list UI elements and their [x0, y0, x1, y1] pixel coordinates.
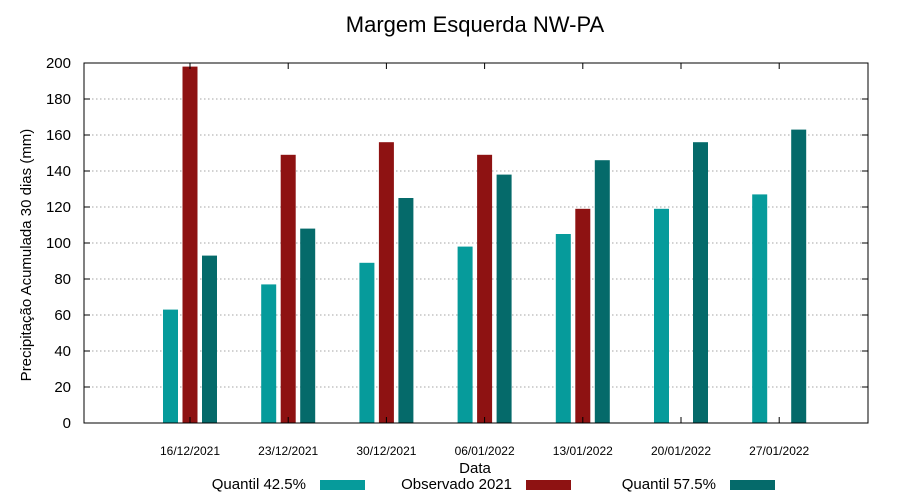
- y-tick-label: 80: [54, 271, 71, 288]
- y-tick-label: 120: [46, 199, 71, 216]
- bar: [202, 255, 217, 423]
- x-tick-label: 23/12/2021: [258, 444, 318, 458]
- legend-swatch: [320, 480, 365, 490]
- y-axis-ticks: 0 20 40 60 80 100 120 140 160 180 200: [46, 55, 868, 432]
- bar: [182, 66, 198, 423]
- x-tick-label: 20/01/2022: [651, 444, 711, 458]
- bar: [752, 194, 768, 423]
- x-tick-label: 27/01/2022: [749, 444, 809, 458]
- bar: [575, 208, 591, 423]
- bar: [163, 309, 178, 423]
- y-tick-label: 180: [46, 91, 71, 108]
- bars: [163, 66, 807, 424]
- legend-label: Quantil 57.5%: [622, 476, 716, 493]
- x-axis-label: Data: [459, 460, 491, 477]
- chart-title: Margem Esquerda NW-PA: [346, 12, 605, 37]
- legend-label: Quantil 42.5%: [212, 476, 306, 493]
- y-tick-label: 200: [46, 55, 71, 72]
- y-tick-label: 20: [54, 379, 71, 396]
- x-axis-ticks: 16/12/2021 23/12/2021 30/12/2021 06/01/2022…: [160, 63, 810, 458]
- y-tick-label: 60: [54, 307, 71, 324]
- bar: [398, 198, 414, 423]
- bar: [594, 160, 610, 423]
- y-tick-label: 160: [46, 127, 71, 144]
- y-tick-label: 0: [63, 415, 71, 432]
- legend-swatch: [526, 480, 571, 490]
- y-tick-label: 100: [46, 235, 71, 252]
- y-axis-label: Precipitação Acumulada 30 dias (mm): [18, 129, 35, 382]
- legend-swatch: [730, 480, 775, 490]
- y-tick-label: 40: [54, 343, 71, 360]
- bar: [359, 262, 375, 423]
- x-tick-label: 16/12/2021: [160, 444, 220, 458]
- bar: [555, 234, 571, 423]
- x-tick-label: 30/12/2021: [356, 444, 416, 458]
- bar: [300, 228, 316, 423]
- gridlines: [84, 98, 868, 388]
- bar: [693, 142, 708, 423]
- bar: [457, 246, 473, 423]
- y-tick-label: 140: [46, 163, 71, 180]
- legend: Quantil 42.5% Observado 2021 Quantil 57.5%: [212, 476, 775, 493]
- x-tick-label: 06/01/2022: [455, 444, 515, 458]
- bar: [477, 154, 493, 424]
- bar: [791, 129, 807, 423]
- bar: [654, 208, 669, 423]
- x-tick-label: 13/01/2022: [553, 444, 613, 458]
- legend-label: Observado 2021: [401, 476, 512, 493]
- bar: [378, 142, 394, 423]
- bar: [280, 154, 296, 424]
- bar: [496, 174, 512, 423]
- bar: [261, 284, 277, 423]
